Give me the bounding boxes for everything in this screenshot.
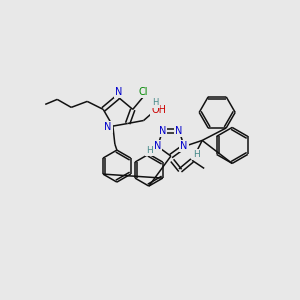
Text: OH: OH (151, 106, 166, 116)
Text: N: N (181, 141, 188, 152)
Text: Cl: Cl (138, 87, 148, 98)
Text: H: H (152, 98, 159, 107)
Text: N: N (115, 87, 123, 97)
Text: N: N (104, 122, 112, 132)
Text: H: H (146, 146, 153, 155)
Text: N: N (176, 126, 183, 136)
Text: H: H (193, 150, 200, 159)
Text: N: N (159, 126, 166, 136)
Text: N: N (154, 141, 161, 152)
